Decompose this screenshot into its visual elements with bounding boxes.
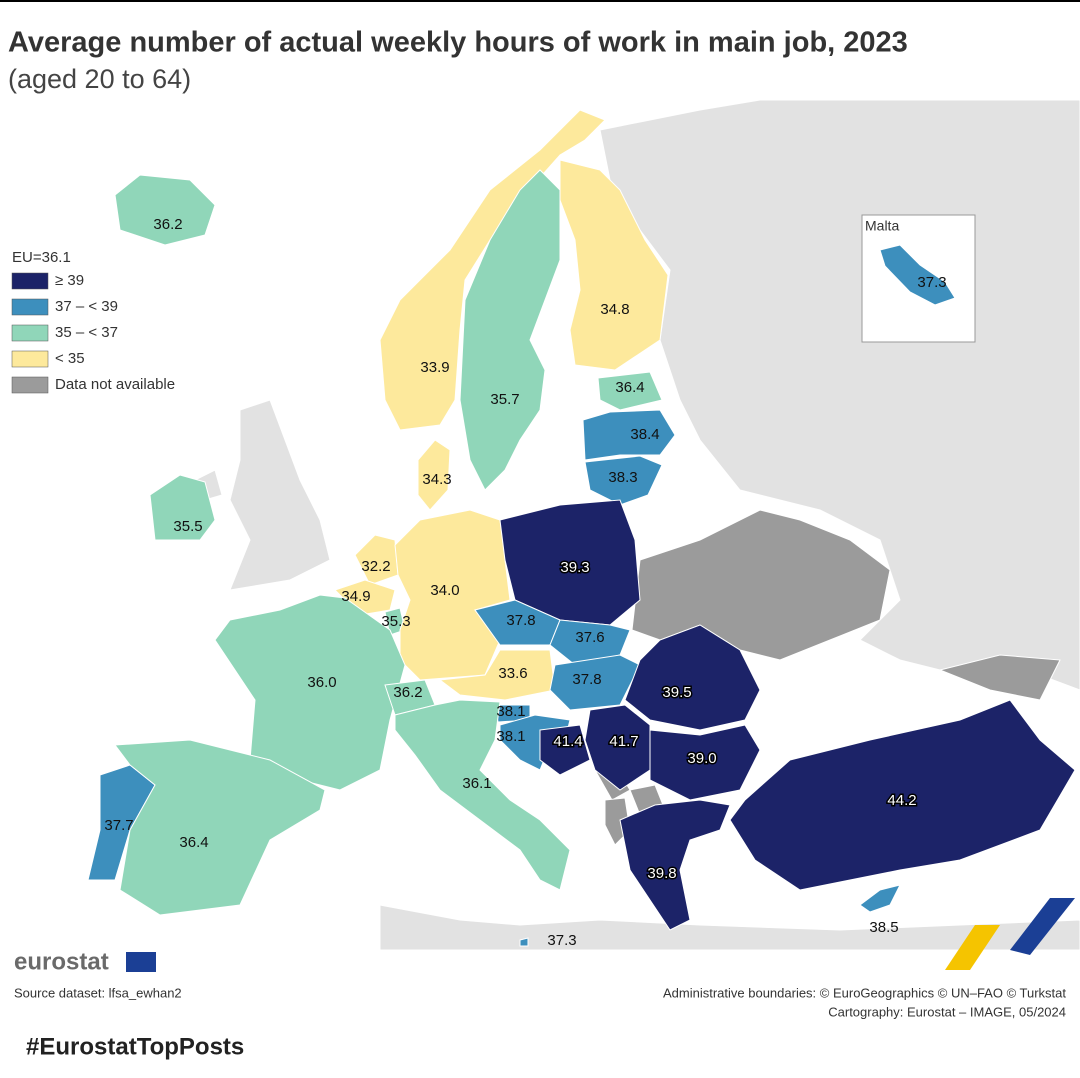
region-label: 39.0 <box>687 750 716 767</box>
regions: 36.2 33.9 35.7 34.8 36.4 38.4 38.3 34.3 35.5 32.2… <box>87 109 1076 949</box>
region-label: 38.1 <box>496 728 525 745</box>
region <box>559 159 669 371</box>
eu-flag <box>126 952 156 972</box>
region <box>499 499 641 626</box>
boundaries: Administrative boundaries: © EuroGeograp… <box>663 985 1066 1000</box>
region-label: 38.5 <box>869 919 898 936</box>
logo-mark-blue <box>1010 898 1075 955</box>
region <box>597 371 663 411</box>
region-label: 37.8 <box>572 671 601 688</box>
region-label: 34.3 <box>422 471 451 488</box>
region-label: 34.8 <box>600 301 629 318</box>
region <box>584 455 663 506</box>
region <box>619 799 731 931</box>
legend-swatch <box>11 272 49 290</box>
region-label: 41.4 <box>553 733 582 750</box>
title: Average number of actual weekly hours of… <box>8 27 908 59</box>
inset-title: Malta <box>865 218 899 234</box>
region-label: 39.8 <box>647 865 676 882</box>
source: Source dataset: lfsa_ewhan2 <box>14 985 182 1000</box>
region-label: 37.8 <box>506 612 535 629</box>
legend-label: Data not available <box>55 376 175 393</box>
region-label: 36.1 <box>462 775 491 792</box>
inset-region <box>879 244 956 306</box>
region <box>582 409 676 461</box>
region-label: 36.4 <box>615 379 644 396</box>
region <box>114 739 326 916</box>
region <box>584 704 651 791</box>
cartography: Cartography: Eurostat – IMAGE, 05/2024 <box>828 1004 1066 1019</box>
region <box>149 474 216 541</box>
logo-mark-yellow <box>945 925 1000 970</box>
region <box>859 884 901 913</box>
caucasus <box>938 654 1061 701</box>
legend-swatch <box>11 376 49 394</box>
subtitle: (aged 20 to 64) <box>8 64 191 94</box>
region <box>438 649 556 701</box>
region-label: 36.2 <box>393 684 422 701</box>
region-label: 34.9 <box>341 588 370 605</box>
legend-label: 35 – < 37 <box>55 324 118 341</box>
region <box>417 439 451 511</box>
legend-swatch <box>11 324 49 342</box>
region-label: 36.4 <box>179 834 208 851</box>
region-label: 44.2 <box>887 792 916 809</box>
region <box>624 624 761 731</box>
logo: eurostat <box>14 948 109 975</box>
legend-swatch <box>11 298 49 316</box>
region-label: 35.7 <box>490 391 519 408</box>
inset-label: 37.3 <box>917 274 946 291</box>
legend-label: ≥ 39 <box>55 272 84 289</box>
region-label: 35.5 <box>173 518 202 535</box>
region-label: 38.4 <box>630 426 659 443</box>
region-label: 41.7 <box>609 733 638 750</box>
region-label: 37.3 <box>547 932 576 949</box>
region <box>729 699 1076 891</box>
region-label: 37.6 <box>575 629 604 646</box>
region <box>519 937 529 947</box>
region-label: 36.0 <box>307 674 336 691</box>
region <box>394 699 571 891</box>
region <box>549 654 641 711</box>
region <box>459 169 561 491</box>
region-label: 38.1 <box>496 703 525 720</box>
region-label: 39.3 <box>560 559 589 576</box>
region-label: 38.3 <box>608 469 637 486</box>
region <box>114 174 216 246</box>
legend-title: EU=36.1 <box>12 249 71 266</box>
region-label: 39.5 <box>662 684 691 701</box>
north-africa <box>379 904 1080 951</box>
legend-swatch <box>11 350 49 368</box>
region-label: 35.3 <box>381 613 410 630</box>
legend: EU=36.1 ≥ 39 37 – < 39 35 – < 37 < 35 Data n… <box>11 249 175 394</box>
region-label: 37.7 <box>104 817 133 834</box>
region <box>649 724 761 801</box>
region-label: 34.0 <box>430 582 459 599</box>
legend-label: 37 – < 39 <box>55 298 118 315</box>
region-label: 33.9 <box>420 359 449 376</box>
region-label: 33.6 <box>498 665 527 682</box>
region-label: 36.2 <box>153 216 182 233</box>
hashtag: #EurostatTopPosts <box>26 1033 244 1060</box>
great-britain <box>229 399 331 591</box>
region <box>214 594 406 791</box>
legend-label: < 35 <box>55 350 85 367</box>
region-label: 32.2 <box>361 558 390 575</box>
region <box>539 724 591 776</box>
